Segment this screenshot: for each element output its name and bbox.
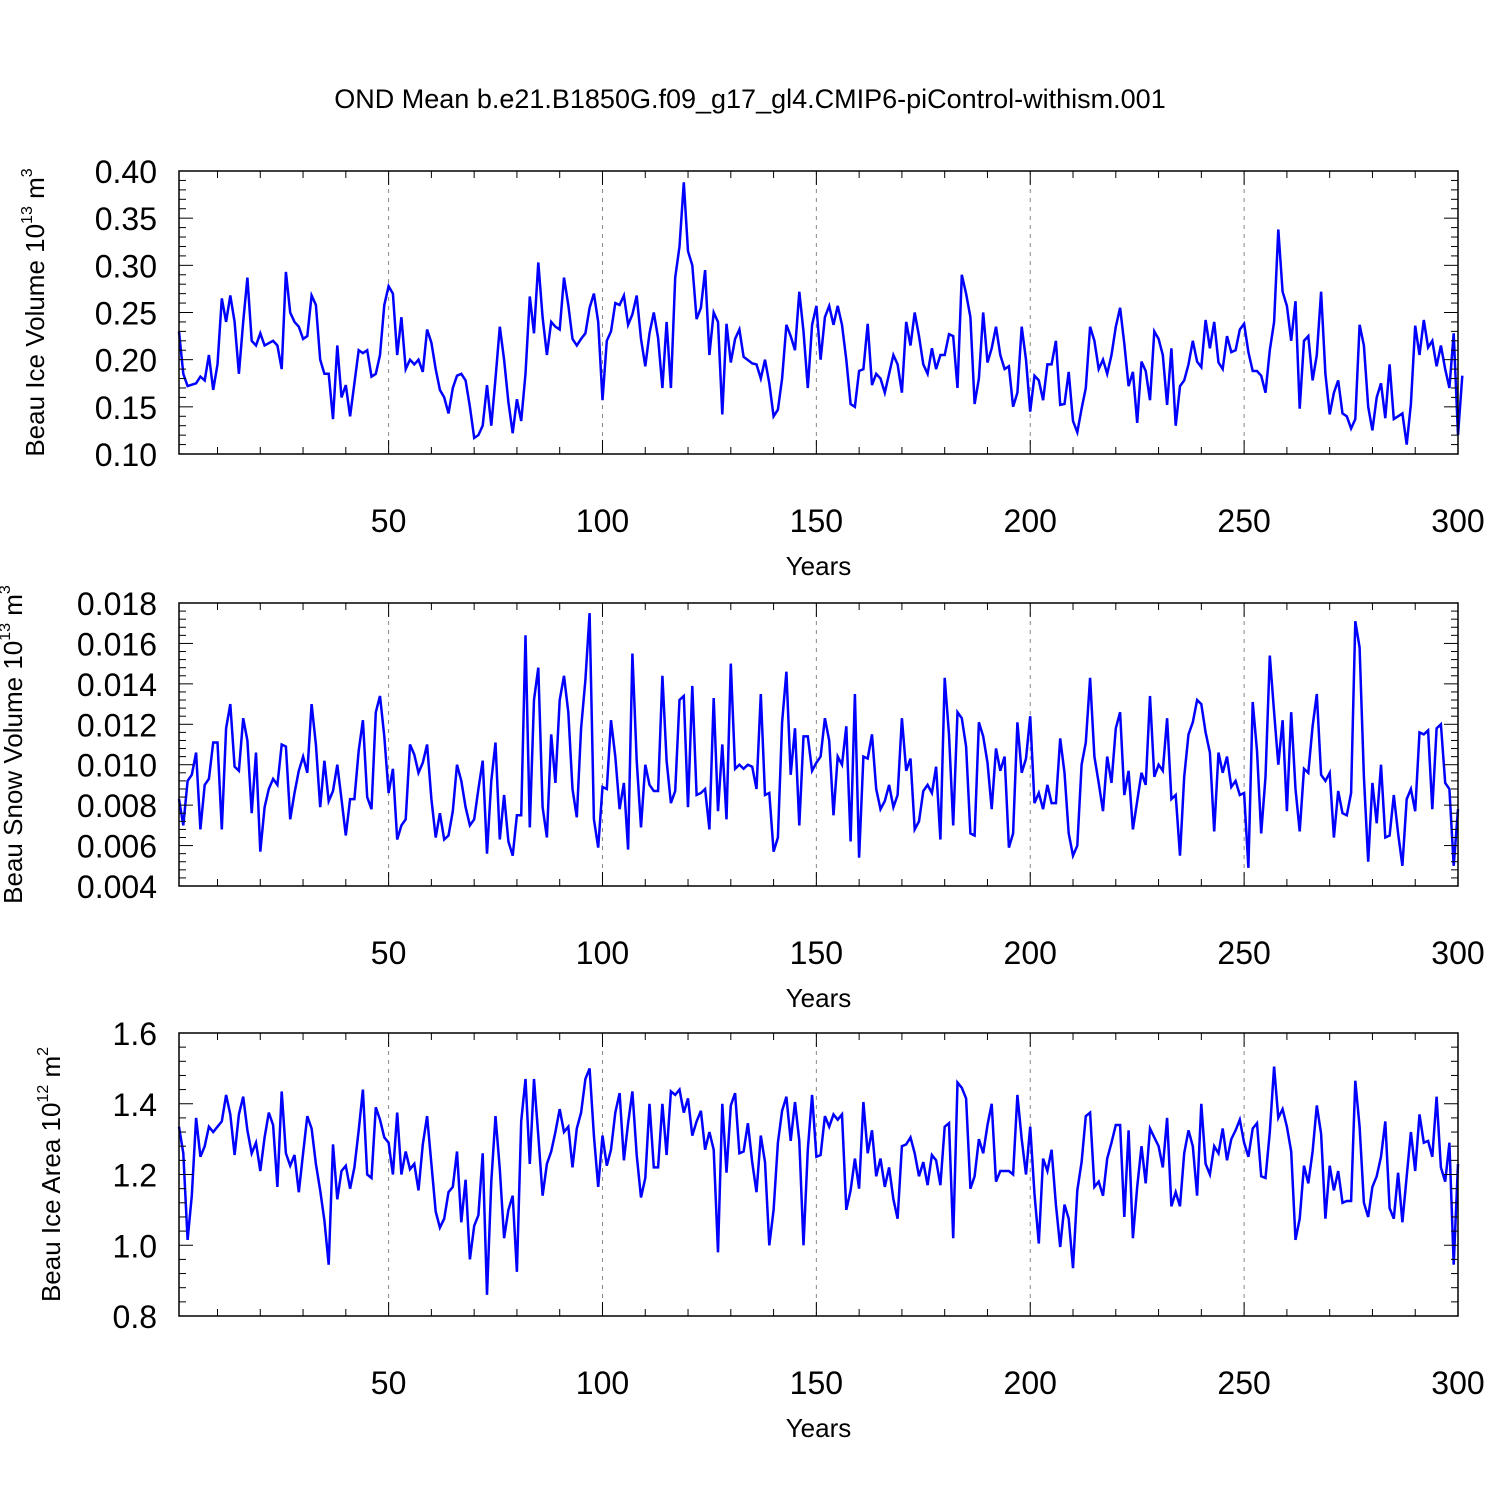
x-tick-label: 300: [1431, 935, 1484, 971]
y-axis-title-superscript: 3: [19, 168, 36, 177]
y-axis-title-part: Beau Snow Volume 10: [0, 641, 28, 904]
y-axis-title-part: Beau Ice Volume 10: [20, 224, 50, 457]
chart-panel-1: 50 100 150 200 250 300 0.10 0.15 0.20 0.25 0.30 0.3…: [19, 154, 1485, 581]
y-tick-label: 1.6: [113, 1016, 157, 1052]
y-axis-title-superscript: 13: [19, 206, 36, 224]
y-tick-label: 0.8: [113, 1299, 157, 1335]
y-tick-label: 0.014: [77, 667, 157, 703]
y-tick-label: 0.25: [95, 296, 157, 332]
y-axis-title: Beau Snow Volume 1013 m3: [0, 585, 28, 904]
y-axis-title-part: Beau Ice Area 10: [36, 1103, 66, 1302]
chart-panel-2: 50 100 150 200 250 300 0.004 0.006 0.008 0.010 0.0…: [0, 585, 1485, 1013]
y-axis-title-superscript: 2: [35, 1047, 52, 1056]
x-tick-label: 250: [1217, 935, 1270, 971]
x-tick-label: 150: [790, 1365, 843, 1401]
x-tick-label: 50: [371, 1365, 407, 1401]
figure-title: OND Mean b.e21.B1850G.f09_g17_gl4.CMIP6-…: [334, 84, 1165, 114]
y-tick-label: 1.4: [113, 1087, 157, 1123]
y-axis-title-part: m: [0, 594, 28, 623]
x-tick-label: 300: [1431, 503, 1484, 539]
x-tick-label: 200: [1004, 1365, 1057, 1401]
y-tick-label: 0.008: [77, 788, 157, 824]
y-axis-title: Beau Ice Volume 1013 m3: [19, 168, 50, 456]
y-tick-label: 0.016: [77, 626, 157, 662]
y-tick-label: 0.004: [77, 869, 157, 905]
y-tick-label: 0.018: [77, 586, 157, 622]
x-tick-label: 250: [1217, 1365, 1270, 1401]
y-tick-label: 0.10: [95, 437, 157, 473]
y-tick-label: 0.20: [95, 343, 157, 379]
y-axis-title-part: m: [36, 1056, 66, 1085]
x-tick-label: 300: [1431, 1365, 1484, 1401]
x-tick-label: 200: [1004, 503, 1057, 539]
plot-frame: [178, 170, 1459, 455]
data-series-line: [177, 1066, 1460, 1295]
y-tick-label: 1.0: [113, 1228, 157, 1264]
y-tick-label: 0.010: [77, 748, 157, 784]
y-axis-title-superscript: 3: [0, 585, 14, 594]
y-axis-title-superscript: 13: [0, 623, 14, 641]
x-axis-title: Years: [786, 983, 852, 1013]
y-tick-label: 1.2: [113, 1158, 157, 1194]
plot-frame: [178, 1032, 1459, 1317]
y-tick-label: 0.30: [95, 248, 157, 284]
x-tick-label: 150: [790, 935, 843, 971]
data-series-line: [177, 613, 1460, 868]
plot-frame: [178, 602, 1459, 887]
x-tick-label: 250: [1217, 503, 1270, 539]
x-axis-title: Years: [786, 551, 852, 581]
x-tick-label: 100: [576, 935, 629, 971]
y-tick-label: 0.006: [77, 829, 157, 865]
y-tick-label: 0.35: [95, 201, 157, 237]
y-axis-title-superscript: 12: [35, 1085, 52, 1103]
chart-panel-3: 50 100 150 200 250 300 0.8 1.0 1.2 1.4 1.6 Years Bea…: [35, 1016, 1485, 1443]
x-axis-title: Years: [786, 1413, 852, 1443]
y-axis-title-part: m: [20, 177, 50, 206]
x-tick-label: 50: [371, 503, 407, 539]
x-tick-label: 200: [1004, 935, 1057, 971]
y-tick-label: 0.40: [95, 154, 157, 190]
data-series-line: [177, 182, 1464, 445]
y-tick-label: 0.012: [77, 707, 157, 743]
x-tick-label: 50: [371, 935, 407, 971]
x-tick-label: 100: [576, 1365, 629, 1401]
y-axis-title: Beau Ice Area 1012 m2: [35, 1047, 66, 1302]
x-tick-label: 150: [790, 503, 843, 539]
y-tick-label: 0.15: [95, 390, 157, 426]
x-tick-label: 100: [576, 503, 629, 539]
